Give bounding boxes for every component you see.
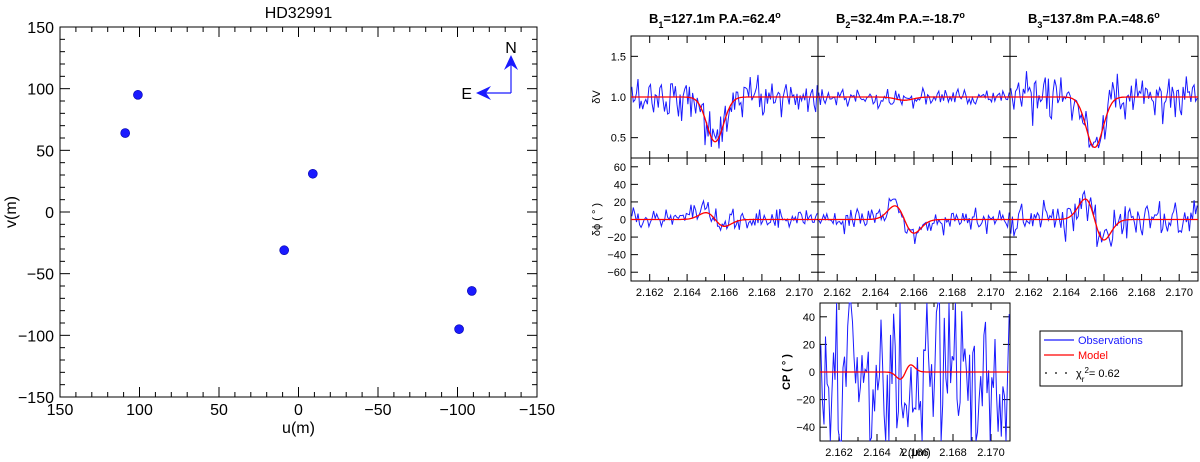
y-tick-label: −20 bbox=[607, 232, 626, 244]
x-tick-label: 100 bbox=[126, 402, 153, 419]
y-tick-label: 40 bbox=[803, 312, 815, 324]
x-tick-label: 2.166 bbox=[711, 287, 739, 299]
uv-point bbox=[279, 245, 289, 256]
y-tick-label: 0 bbox=[620, 215, 626, 227]
y-tick-label: −150 bbox=[18, 390, 54, 407]
x-tick-label: 2.166 bbox=[900, 287, 928, 299]
y-tick-label: 60 bbox=[614, 162, 626, 174]
closure-phase-observation-line bbox=[820, 302, 1010, 442]
x-tick-label: 2.166 bbox=[901, 447, 929, 459]
x-tick-label: 150 bbox=[47, 402, 74, 419]
x-tick-label: 2.170 bbox=[977, 287, 1005, 299]
x-axis-label: λ (μm) bbox=[899, 447, 930, 459]
baseline-header: B1=127.1m P.A.=62.4o bbox=[649, 10, 781, 30]
y-tick-label: 0 bbox=[45, 205, 54, 222]
y-tick-label: −40 bbox=[607, 250, 626, 262]
closure-phase-y-label: CP ( ° ) bbox=[781, 354, 793, 390]
x-tick-label: −50 bbox=[364, 402, 391, 419]
y-tick-label: −50 bbox=[27, 267, 54, 284]
x-tick-label: 2.162 bbox=[823, 287, 851, 299]
y-tick-label: −100 bbox=[18, 328, 54, 345]
y-tick-label: 1.0 bbox=[611, 92, 626, 104]
visibility-observation-line bbox=[1010, 71, 1198, 149]
east-arrow-icon bbox=[476, 86, 491, 100]
x-tick-label: 2.170 bbox=[977, 447, 1005, 459]
x-tick-label: 2.162 bbox=[1015, 287, 1043, 299]
y-tick-label: 0 bbox=[809, 367, 815, 379]
y-tick-label: −40 bbox=[796, 422, 815, 434]
x-tick-label: 2.162 bbox=[825, 447, 853, 459]
compass-north-label: N bbox=[505, 40, 517, 57]
closure-phase-model-line bbox=[820, 364, 1010, 380]
chart-title: HD32991 bbox=[265, 5, 333, 22]
legend-chi2-dot bbox=[1045, 372, 1047, 374]
x-tick-label: 2.166 bbox=[1090, 287, 1118, 299]
y-tick-label: 0.5 bbox=[611, 133, 626, 145]
x-tick-label: 2.168 bbox=[939, 447, 967, 459]
x-tick-label: 2.164 bbox=[1053, 287, 1081, 299]
y-tick-label: 20 bbox=[614, 197, 626, 209]
north-arrow-icon bbox=[504, 55, 518, 70]
x-tick-label: 2.168 bbox=[1128, 287, 1156, 299]
x-tick-label: −100 bbox=[439, 402, 475, 419]
x-tick-label: 50 bbox=[210, 402, 228, 419]
visibility-model-line bbox=[818, 96, 1010, 101]
x-tick-label: 2.170 bbox=[1165, 287, 1193, 299]
y-tick-label: 40 bbox=[614, 179, 626, 191]
x-tick-label: 2.164 bbox=[863, 447, 891, 459]
x-tick-label: 0 bbox=[294, 402, 303, 419]
compass-east-label: E bbox=[461, 86, 472, 103]
uv-point bbox=[133, 90, 143, 100]
uv-point bbox=[120, 128, 130, 138]
x-axis-label: u(m) bbox=[282, 420, 315, 437]
legend-chi2-dot bbox=[1065, 372, 1067, 374]
uv-point bbox=[308, 168, 318, 179]
visibility-model-line bbox=[631, 96, 818, 143]
y-tick-label: 1.5 bbox=[611, 51, 626, 63]
y-axis-label: v(m) bbox=[3, 196, 20, 228]
phase-model-line bbox=[818, 205, 1010, 234]
y-tick-label: −20 bbox=[796, 395, 815, 407]
phase-observation-line bbox=[818, 197, 1010, 244]
y-tick-label: 50 bbox=[36, 143, 54, 160]
baseline-header: B3=137.8m P.A.=48.6o bbox=[1028, 10, 1160, 30]
phase-model-line bbox=[1010, 198, 1198, 241]
uv-point bbox=[454, 324, 464, 334]
y-tick-label: 150 bbox=[27, 20, 54, 37]
y-tick-label: 20 bbox=[803, 339, 815, 351]
differential-observables-plot: 2.162 2.164 2.166 2.168 2.170 0.5 1.0 1.5 60 40 20… bbox=[591, 10, 1199, 459]
x-tick-label: 2.168 bbox=[748, 287, 776, 299]
legend-chi2-label: χr2= 0.62 bbox=[1076, 366, 1120, 384]
x-tick-label: 2.168 bbox=[939, 287, 967, 299]
legend-observations-label: Observations bbox=[1078, 335, 1143, 347]
visibility-observation-line bbox=[818, 86, 1010, 111]
x-tick-label: −150 bbox=[519, 402, 555, 419]
phase-y-label: δϕ ( ° ) bbox=[591, 203, 603, 236]
phase-model-line bbox=[631, 212, 818, 227]
legend-model-label: Model bbox=[1078, 350, 1108, 362]
visibility-model-line bbox=[1010, 96, 1198, 149]
x-tick-label: 2.164 bbox=[862, 287, 890, 299]
plot-frame bbox=[59, 26, 538, 398]
phase-observation-line bbox=[631, 198, 818, 232]
baseline-header: B2=32.4m P.A.=-18.7o bbox=[836, 10, 965, 30]
x-tick-label: 2.164 bbox=[673, 287, 701, 299]
x-tick-label: 2.162 bbox=[636, 287, 664, 299]
visibility-y-label: δV bbox=[591, 90, 603, 104]
y-tick-label: −60 bbox=[607, 267, 626, 279]
visibility-observation-line bbox=[631, 74, 818, 149]
x-tick-label: 2.170 bbox=[786, 287, 814, 299]
legend-chi2-dot bbox=[1055, 372, 1057, 374]
y-tick-label: 100 bbox=[27, 82, 54, 99]
uv-point bbox=[467, 286, 477, 296]
